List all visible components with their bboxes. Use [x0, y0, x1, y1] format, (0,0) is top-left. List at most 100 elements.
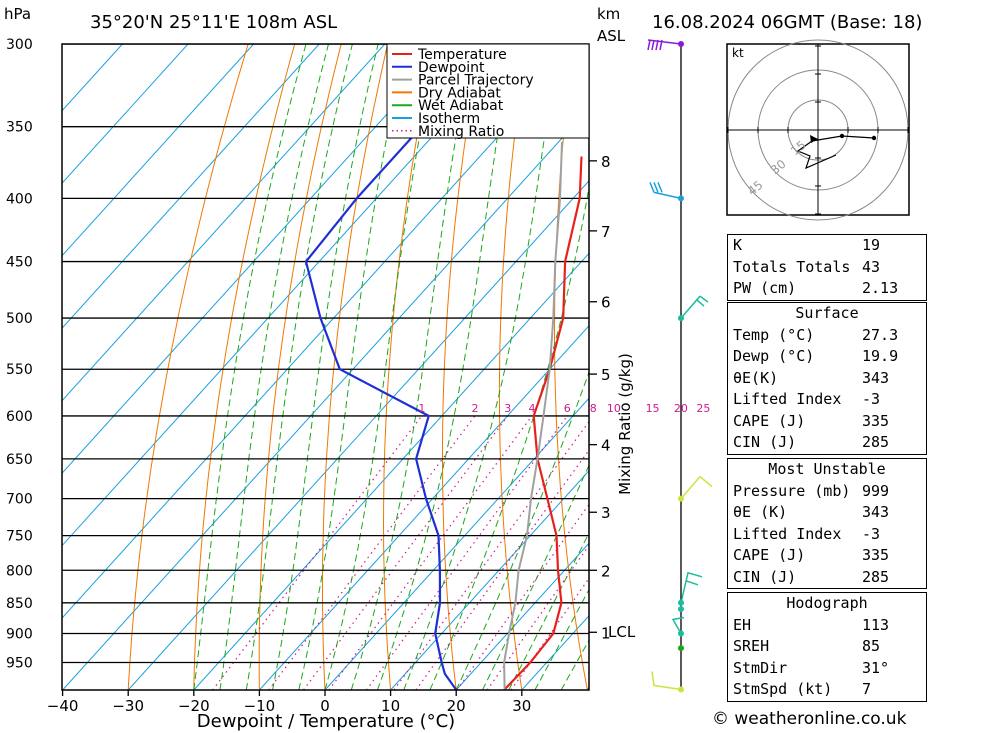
right-unit-bottom: ASL [597, 27, 626, 45]
mixing-ratio-label: 8 [590, 402, 597, 415]
hodograph-table: Hodograph EH 113 SREH 85 StmDir 31° StmSpd … [727, 592, 927, 702]
x-tick-label: 20 [447, 697, 466, 715]
km-tick-label: 2 [601, 562, 611, 580]
pressure-tick-label: 800 [6, 563, 33, 579]
x-tick-label: −10 [244, 697, 276, 715]
legend-label: Parcel Trajectory [418, 73, 534, 89]
x-axis-label: Dewpoint / Temperature (°C) [197, 711, 455, 732]
hodograph-point [839, 133, 845, 139]
isotherm-line [324, 397, 589, 690]
wet-adiabat-line [245, 44, 353, 690]
x-tick-label: 10 [381, 697, 400, 715]
wind-barb [680, 475, 713, 500]
isotherm-line [62, 44, 451, 474]
mixing-ratio-label: 1 [418, 402, 425, 415]
wet-adiabat-line [350, 44, 473, 690]
isotherm-line [62, 44, 255, 257]
wet-adiabat-line [455, 370, 589, 690]
legend-label: Mixing Ratio [418, 124, 504, 140]
pressure-tick-label: 400 [6, 191, 33, 207]
legend-label: Dry Adiabat [418, 85, 501, 101]
temperature-line [503, 156, 583, 690]
mixing-ratio-label: 4 [528, 402, 535, 415]
dry-adiabat-line [258, 44, 342, 690]
x-tick-label: −40 [47, 697, 79, 715]
hodograph-plot [727, 39, 909, 221]
isotherm-line [62, 44, 320, 329]
chart-axes: 1 2 3 4 6 8 10 15 20 25 300 3 5 0 400 450 500 550 600 650 70… [6, 37, 710, 715]
legend-label: Wet Adiabat [418, 98, 504, 114]
pressure-tick-label: 700 [6, 492, 33, 508]
wet-adiabat-line [377, 44, 513, 690]
mixing-ratio-label: 15 [646, 402, 660, 415]
wind-barb [671, 616, 685, 634]
legend-label: Temperature [417, 47, 507, 63]
dewpoint-line [304, 44, 457, 690]
isotherm-line [62, 44, 386, 402]
wind-barb [649, 182, 682, 200]
x-tick-label: 0 [320, 697, 330, 715]
plot-frame [61, 43, 590, 691]
chart-grid [62, 44, 1000, 690]
isotherm-line [62, 44, 517, 547]
pressure-tick-label: 600 [6, 409, 33, 425]
mixing-ratio-line [365, 415, 568, 690]
dry-adiabat-line [946, 44, 1000, 690]
mixing-ratio-label: 3 [504, 402, 511, 415]
dry-adiabat-line [660, 44, 719, 690]
dry-adiabat-line [127, 44, 249, 690]
wet-adiabat-line [403, 44, 560, 690]
left-unit: hPa [4, 5, 31, 23]
mixing-ratio-label: 25 [696, 402, 710, 415]
mixing-ratio-label: 2 [471, 402, 478, 415]
copyright[interactable]: © weatheronline.co.uk [712, 709, 907, 729]
wet-adiabat-line [429, 185, 589, 690]
wind-barb [680, 571, 703, 603]
x-tick-label: −30 [112, 697, 144, 715]
wind-profile [647, 39, 713, 693]
dry-adiabat-line [442, 44, 482, 690]
hodograph-point [871, 135, 877, 141]
mixing-ratio-label: 6 [564, 402, 571, 415]
isotherm-line [455, 542, 589, 690]
pressure-tick-label: 550 [6, 362, 33, 378]
mixing-ratio-line [486, 544, 589, 690]
mixing-ratio-line [456, 503, 589, 690]
legend-label: Isotherm [418, 111, 480, 127]
mixing-ratio-line [303, 415, 509, 690]
pressure-tick-label: 300 [6, 37, 33, 53]
pressure-tick-label: 850 [6, 596, 33, 612]
km-tick-label: 8 [601, 153, 611, 171]
pressure-tick-label: 750 [6, 529, 33, 545]
km-tick-label: 1 [601, 624, 611, 642]
surface-table: Surface Temp (°C) 27.3 Dewp (°C) 19.9 θE(K… [727, 302, 927, 455]
isotherm-line [62, 107, 589, 690]
km-tick-label: 3 [601, 504, 611, 522]
dry-adiabat-line [992, 44, 1000, 690]
right-unit-top: km [597, 5, 620, 23]
pressure-tick-label: 950 [6, 655, 33, 671]
lcl-label: LCL [608, 623, 636, 641]
wind-barb [647, 39, 682, 51]
wind-level-dot [678, 645, 684, 652]
isotherm-line [193, 252, 589, 690]
wet-adiabat-line [481, 464, 589, 690]
mixing-ratio-line [268, 415, 476, 690]
isotherm-line [62, 44, 583, 619]
location-title: 35°20'N 25°11'E 108m ASL [90, 12, 337, 33]
pressure-tick-label: 500 [6, 311, 33, 327]
most-unstable-table: Most Unstable Pressure (mb) 999 θE (K) 343… [727, 458, 927, 589]
km-tick-label: 5 [601, 366, 611, 384]
dry-adiabat-line [193, 44, 296, 690]
mixing-ratio-label: 10 [607, 402, 621, 415]
wind-barb [651, 671, 682, 691]
pressure-tick-label: 650 [6, 452, 33, 468]
pressure-tick-label: 450 [6, 255, 33, 271]
isotherm-line [390, 470, 589, 690]
km-tick-label: 4 [601, 437, 611, 455]
wet-adiabat-line [298, 44, 407, 690]
wet-adiabat-line [219, 44, 329, 690]
